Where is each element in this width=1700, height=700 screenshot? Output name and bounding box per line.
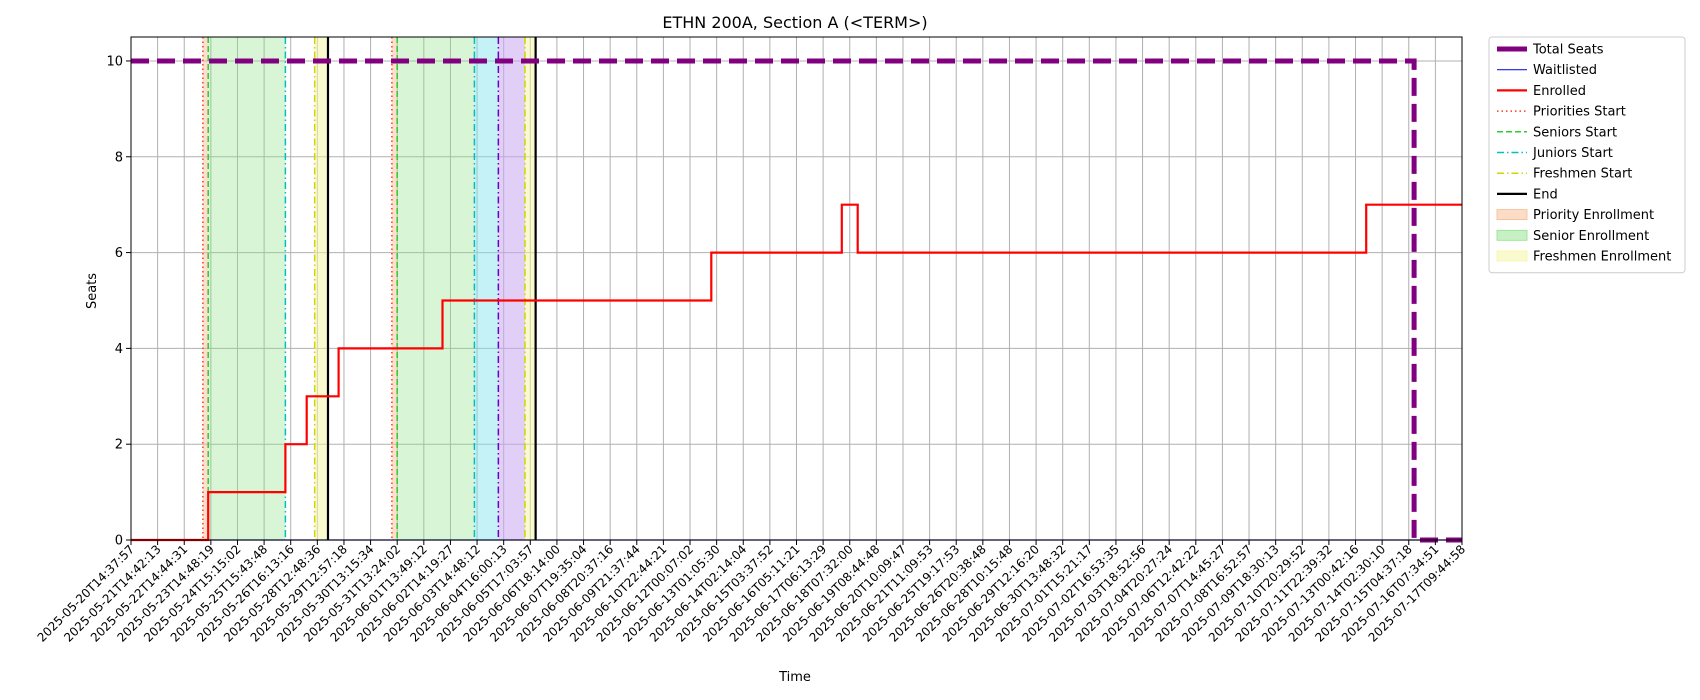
legend: Total Seats Waitlisted Enrolled Priorities … — [1488, 36, 1686, 274]
shaded-region — [208, 37, 286, 540]
plot-area: 02468102025-05-20T14:37:572025-05-21T14:… — [35, 36, 1468, 645]
y-tick-label: 8 — [115, 150, 123, 165]
legend-label: Seniors Start — [1533, 125, 1617, 140]
y-tick-label: 6 — [115, 246, 123, 261]
shaded-region — [391, 37, 398, 540]
legend-label: Juniors Start — [1532, 146, 1613, 161]
shaded-region — [524, 37, 536, 540]
y-tick-label: 2 — [115, 438, 123, 453]
legend-label: Priorities Start — [1533, 105, 1626, 120]
shaded-region — [498, 37, 525, 540]
legend-label: Waitlisted — [1533, 63, 1597, 78]
legend-label: Total Seats — [1532, 43, 1604, 58]
chart-title: ETHN 200A, Section A (<TERM>) — [662, 13, 927, 32]
legend-swatch — [1496, 209, 1528, 221]
y-axis-label: Seats — [85, 273, 100, 309]
legend-label: Enrolled — [1533, 84, 1586, 99]
y-tick-label: 10 — [106, 54, 123, 69]
legend-box — [1488, 36, 1686, 274]
shaded-region — [314, 37, 328, 540]
shaded-region — [202, 37, 209, 540]
legend-swatch — [1496, 250, 1528, 262]
legend-label: Priority Enrollment — [1533, 208, 1654, 223]
shaded-region — [474, 37, 499, 540]
y-tick-label: 4 — [115, 342, 123, 357]
legend-label: End — [1533, 187, 1558, 202]
x-axis-label: Time — [778, 670, 811, 685]
y-tick-label: 0 — [115, 534, 123, 549]
legend-label: Senior Enrollment — [1533, 229, 1649, 244]
legend-label: Freshmen Enrollment — [1533, 250, 1671, 265]
shaded-region — [397, 37, 475, 540]
legend-swatch — [1496, 229, 1528, 241]
series-line — [131, 203, 1462, 542]
series-line — [131, 58, 1462, 543]
legend-label: Freshmen Start — [1533, 167, 1632, 182]
